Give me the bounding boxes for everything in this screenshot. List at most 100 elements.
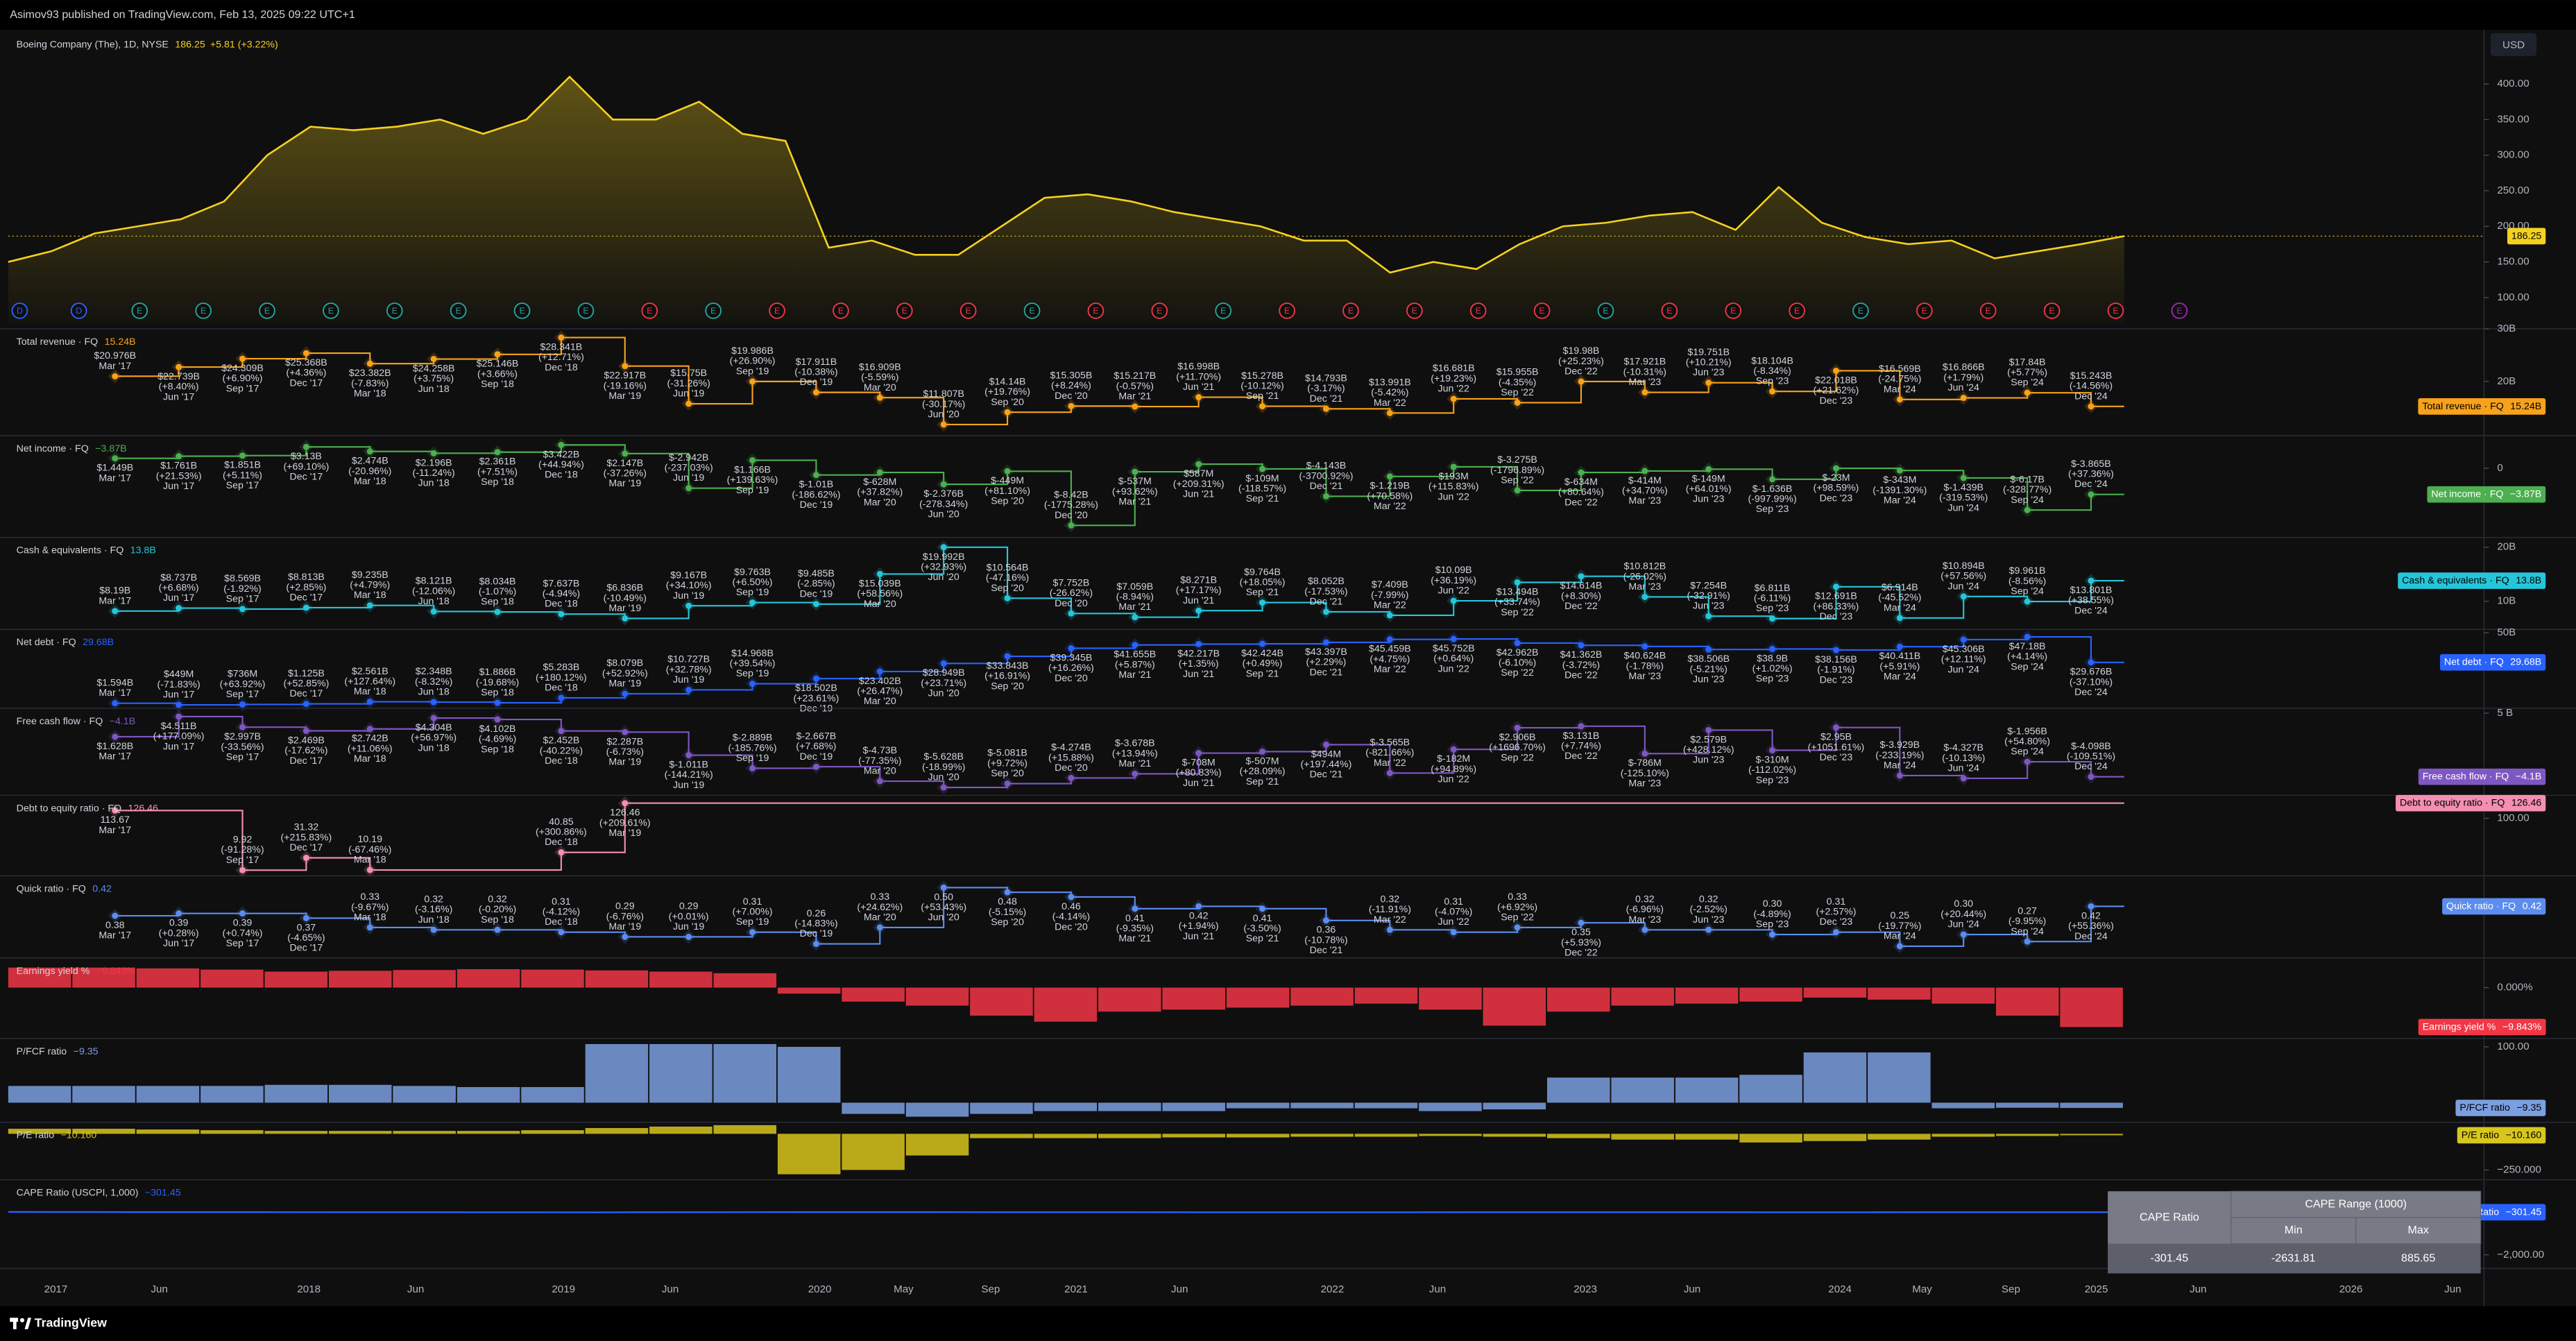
data-point	[940, 481, 947, 488]
point-change: (+5.93%)	[1561, 937, 1601, 948]
point-date: Mar '23	[1628, 495, 1661, 506]
data-point	[1769, 476, 1776, 483]
data-point	[176, 605, 182, 612]
point-value: $24.258B	[413, 363, 455, 374]
data-point	[749, 456, 756, 463]
point-value: $38.506B	[1687, 654, 1730, 665]
event-label: E	[647, 306, 652, 316]
data-point	[2088, 577, 2095, 584]
top-bar	[0, 0, 2576, 30]
point-date: Jun '17	[163, 592, 194, 604]
point-value: $-149M	[1692, 473, 1725, 484]
event-marker	[769, 302, 785, 319]
data-point	[494, 449, 501, 456]
point-date: Sep '24	[2011, 746, 2044, 758]
badge-part: Earnings yield %	[2423, 1021, 2496, 1032]
badge-part: Cash & equivalents · FQ	[2402, 575, 2509, 586]
histogram-bar	[842, 987, 905, 1002]
histogram-bar	[264, 1084, 328, 1103]
histogram-bar	[201, 1086, 264, 1103]
histogram-bar	[1931, 1134, 1995, 1137]
point-change: (+33.74%)	[1494, 597, 1540, 608]
point-value: $-507M	[1246, 755, 1279, 767]
point-value: $-23M	[1822, 472, 1850, 484]
event-marker	[70, 302, 87, 319]
point-value: $33.843B	[987, 660, 1029, 672]
point-value: $25.368B	[285, 357, 327, 368]
point-date: Jun '20	[928, 409, 959, 420]
event-marker	[705, 302, 722, 319]
event-label: E	[456, 306, 461, 316]
point-date: Sep '21	[1246, 776, 1279, 787]
point-value: $9.764B	[1244, 567, 1281, 578]
point-change: (-4.94%)	[543, 588, 580, 599]
point-date: Sep '23	[1756, 603, 1789, 614]
data-point	[812, 601, 819, 608]
event-label: E	[1794, 306, 1800, 316]
value-badge: P/FCF ratio −9.35	[2455, 1100, 2546, 1116]
point-value: $15.039B	[859, 578, 901, 589]
time-label: 2020	[808, 1283, 832, 1295]
currency[interactable]: USD	[2502, 39, 2525, 51]
pane-title: Cash & equivalents · FQ 13.8B	[17, 545, 156, 556]
point-date: Sep '20	[991, 496, 1024, 507]
point-change: (-10.13%)	[1942, 753, 1985, 764]
point-change: (+4.36%)	[286, 368, 326, 379]
point-change: (-1.92%)	[223, 583, 261, 595]
point-value: $7.059B	[1116, 581, 1153, 592]
point-value: $13.494B	[1496, 586, 1539, 597]
point-date: Sep '24	[2011, 926, 2044, 937]
point-change: (+34.70%)	[1622, 486, 1668, 497]
point-value: $16.998B	[1177, 361, 1220, 373]
pane-title: P/E ratio −10.160	[17, 1129, 97, 1141]
event-label: E	[137, 306, 142, 316]
point-value: $193M	[1438, 471, 1468, 482]
point-change: (-6.96%)	[1626, 904, 1664, 915]
point-date: Sep '23	[1756, 775, 1789, 786]
point-change: (+1.35%)	[1179, 658, 1219, 669]
data-point	[1195, 461, 1202, 468]
point-value: $736M	[228, 669, 257, 680]
data-point	[366, 360, 373, 367]
pane-title: P/FCF ratio −9.35	[17, 1046, 99, 1057]
point-date: Sep '24	[2011, 495, 2044, 506]
histogram-bar	[457, 1086, 520, 1103]
data-point	[1641, 926, 1648, 933]
point-date: Dec '18	[545, 755, 578, 767]
point-date: Dec '17	[290, 943, 323, 954]
data-point	[366, 866, 373, 873]
point-value: $14.793B	[1305, 373, 1347, 384]
indicator-line	[8, 1211, 2124, 1213]
event-label: E	[328, 306, 334, 316]
data-point	[1322, 608, 1329, 615]
point-date: Jun '20	[928, 688, 959, 699]
point-date: Mar '19	[608, 757, 641, 768]
y-tick-label: 400.00	[2497, 78, 2529, 89]
point-change: (-40.22%)	[540, 745, 583, 756]
point-date: Dec '23	[1820, 752, 1853, 763]
point-date: Dec '24	[2074, 687, 2108, 698]
data-point	[1769, 931, 1776, 938]
point-value: $-8.42B	[1054, 489, 1089, 500]
point-value: $-537M	[1118, 476, 1152, 487]
data-point	[749, 929, 756, 936]
point-value: $2.474B	[352, 456, 389, 467]
point-change: (-4.14%)	[1052, 912, 1090, 923]
badge-part: −9.35	[2516, 1102, 2541, 1113]
point-date: Sep '19	[736, 753, 769, 764]
histogram-bar	[1611, 1134, 1674, 1140]
point-change: (-5.21%)	[1690, 664, 1728, 675]
point-change: (+0.28%)	[159, 928, 199, 939]
currency-button[interactable]	[2490, 33, 2537, 56]
data-point	[302, 914, 309, 921]
point-date: Jun '22	[1438, 916, 1469, 928]
histogram-bar	[1739, 1075, 1802, 1103]
point-change: (+1051.61%)	[1808, 742, 1865, 753]
point-date: Jun '17	[163, 741, 194, 752]
point-value: $-310M	[1756, 754, 1789, 765]
badge-part: −301.45	[2506, 1206, 2542, 1218]
data-point	[1132, 468, 1138, 475]
point-value: 0.48	[998, 896, 1017, 907]
point-change: (-10.78%)	[1304, 934, 1347, 946]
